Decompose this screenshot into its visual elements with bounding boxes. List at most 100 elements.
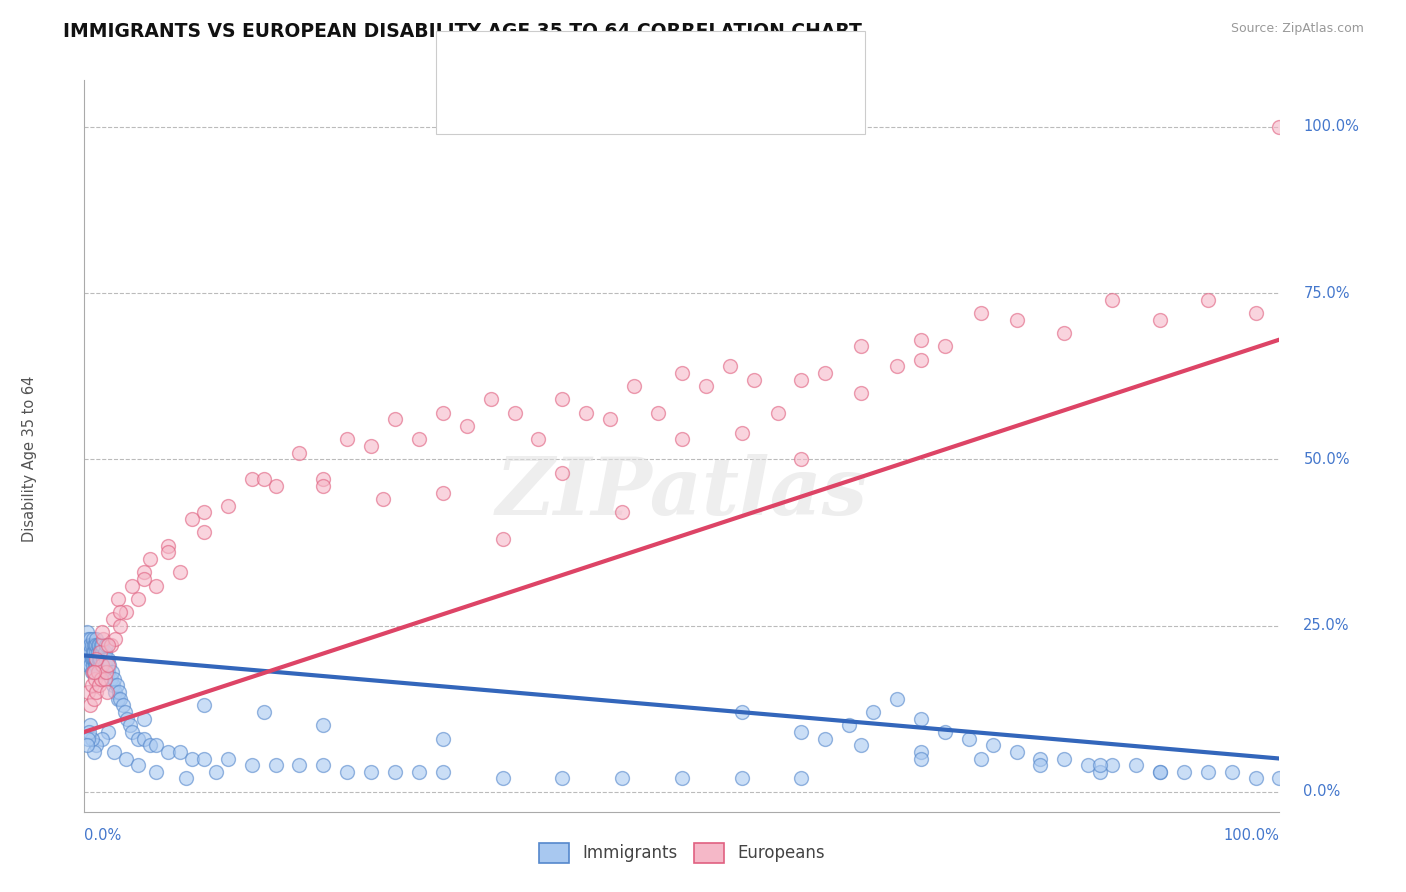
Point: [934, 339, 956, 353]
Point: [1197, 764, 1219, 779]
Point: [910, 751, 932, 765]
Point: [100, 639, 122, 653]
Point: [103, 672, 125, 686]
Point: [671, 772, 693, 786]
Point: [1149, 764, 1171, 779]
Text: R =: R =: [510, 100, 548, 118]
Text: Disability Age 35 to 64: Disability Age 35 to 64: [21, 376, 37, 542]
Text: -0.347: -0.347: [538, 53, 606, 71]
Point: [205, 764, 228, 779]
Point: [86, 738, 108, 752]
Point: [97, 658, 120, 673]
Point: [432, 406, 454, 420]
Point: [1077, 758, 1099, 772]
Point: [86, 652, 108, 666]
Point: [851, 385, 873, 400]
Point: [1220, 764, 1243, 779]
Point: [384, 764, 406, 779]
Point: [94, 639, 117, 653]
Text: 25.0%: 25.0%: [1303, 618, 1350, 633]
Point: [93, 658, 115, 673]
Point: [145, 579, 167, 593]
Point: [104, 632, 127, 646]
Point: [336, 764, 359, 779]
Point: [75, 639, 97, 653]
Point: [981, 738, 1004, 752]
Point: [886, 359, 908, 374]
Text: 50.0%: 50.0%: [1303, 452, 1350, 467]
Point: [193, 525, 215, 540]
Text: ZIPatlas: ZIPatlas: [496, 454, 868, 532]
Point: [101, 612, 124, 626]
Point: [91, 639, 114, 653]
Point: [1005, 312, 1028, 326]
Point: [814, 731, 837, 746]
Point: [934, 725, 956, 739]
Point: [90, 639, 112, 653]
Point: [86, 645, 108, 659]
Point: [671, 433, 693, 447]
Point: [599, 412, 621, 426]
Point: [87, 665, 110, 679]
Point: [132, 566, 156, 580]
Point: [886, 691, 908, 706]
Point: [80, 665, 103, 679]
Point: [253, 705, 276, 719]
Point: [1053, 326, 1076, 340]
Point: [360, 439, 382, 453]
Point: [83, 691, 105, 706]
Text: IMMIGRANTS VS EUROPEAN DISABILITY AGE 35 TO 64 CORRELATION CHART: IMMIGRANTS VS EUROPEAN DISABILITY AGE 35…: [63, 22, 862, 41]
Text: 75.0%: 75.0%: [1303, 285, 1350, 301]
Point: [111, 698, 134, 713]
Point: [86, 639, 108, 653]
Point: [408, 764, 430, 779]
Point: [84, 658, 107, 673]
Point: [114, 705, 136, 719]
Point: [117, 712, 139, 726]
Point: [91, 731, 114, 746]
Point: [86, 685, 108, 699]
Point: [79, 645, 101, 659]
Point: [132, 731, 156, 746]
Point: [193, 698, 215, 713]
Point: [264, 479, 287, 493]
Point: [157, 545, 180, 559]
Point: [695, 379, 717, 393]
Point: [100, 672, 122, 686]
Point: [1244, 306, 1267, 320]
Point: [86, 645, 108, 659]
Point: [93, 672, 115, 686]
Point: [336, 433, 359, 447]
Point: [139, 552, 162, 566]
Point: [360, 764, 382, 779]
Point: [91, 625, 114, 640]
Point: [957, 731, 980, 746]
Point: [910, 712, 932, 726]
Point: [766, 406, 789, 420]
Point: [1149, 312, 1171, 326]
Text: 100.0%: 100.0%: [1303, 120, 1360, 135]
Point: [970, 751, 993, 765]
Point: [80, 639, 103, 653]
Point: [77, 725, 100, 739]
Point: [115, 605, 138, 619]
Point: [82, 658, 104, 673]
Text: R =: R =: [510, 53, 548, 70]
Point: [139, 738, 162, 752]
Point: [492, 772, 515, 786]
Text: 0.0%: 0.0%: [1303, 784, 1340, 799]
Point: [288, 758, 311, 772]
Point: [82, 632, 104, 646]
Point: [432, 485, 454, 500]
Text: N =: N =: [661, 100, 700, 118]
Point: [910, 333, 932, 347]
Point: [1101, 758, 1123, 772]
Point: [90, 672, 112, 686]
Point: [1101, 293, 1123, 307]
Point: [408, 433, 430, 447]
Point: [84, 672, 107, 686]
Point: [110, 691, 132, 706]
Point: [456, 419, 478, 434]
Point: [145, 738, 167, 752]
Point: [77, 645, 100, 659]
